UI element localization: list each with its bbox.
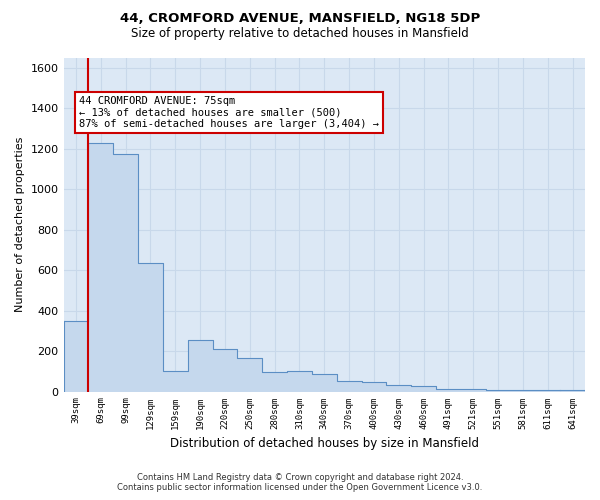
X-axis label: Distribution of detached houses by size in Mansfield: Distribution of detached houses by size …: [170, 437, 479, 450]
Text: Contains HM Land Registry data © Crown copyright and database right 2024.
Contai: Contains HM Land Registry data © Crown c…: [118, 473, 482, 492]
Text: Size of property relative to detached houses in Mansfield: Size of property relative to detached ho…: [131, 28, 469, 40]
Y-axis label: Number of detached properties: Number of detached properties: [15, 137, 25, 312]
Text: 44, CROMFORD AVENUE, MANSFIELD, NG18 5DP: 44, CROMFORD AVENUE, MANSFIELD, NG18 5DP: [120, 12, 480, 26]
Text: 44 CROMFORD AVENUE: 75sqm
← 13% of detached houses are smaller (500)
87% of semi: 44 CROMFORD AVENUE: 75sqm ← 13% of detac…: [79, 96, 379, 129]
